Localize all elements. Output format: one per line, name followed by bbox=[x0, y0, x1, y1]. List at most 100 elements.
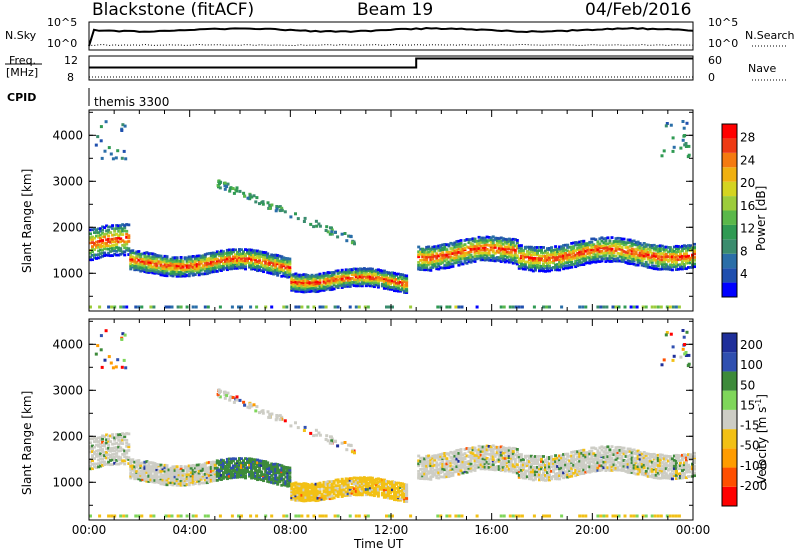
power-cell bbox=[296, 285, 300, 289]
velocity-cell bbox=[185, 470, 189, 474]
velocity-cell bbox=[586, 455, 590, 458]
power-cell bbox=[653, 305, 657, 309]
power-cell bbox=[429, 269, 433, 272]
power-cell bbox=[505, 259, 509, 263]
velocity-cell bbox=[123, 459, 127, 463]
velocity-cell bbox=[274, 467, 278, 471]
power-cell bbox=[644, 262, 648, 266]
power-cell bbox=[219, 269, 223, 272]
velocity-cell bbox=[439, 471, 443, 475]
velocity-cell bbox=[584, 466, 588, 469]
power-cell bbox=[300, 286, 304, 290]
velocity-cell bbox=[556, 461, 560, 465]
power-cell bbox=[296, 273, 300, 277]
power-cell bbox=[211, 260, 215, 263]
power-cell bbox=[252, 266, 256, 269]
velocity-cell bbox=[103, 460, 107, 464]
power-cell bbox=[91, 253, 94, 257]
velocity-cell bbox=[459, 454, 463, 457]
velocity-cell bbox=[513, 465, 517, 469]
power-cell bbox=[642, 252, 646, 255]
power-cell bbox=[680, 265, 684, 269]
power-cell bbox=[298, 288, 302, 292]
power-cell bbox=[103, 254, 107, 257]
velocity-cell bbox=[201, 473, 205, 477]
power-cell bbox=[387, 276, 390, 280]
power-cell bbox=[560, 255, 564, 258]
velocity-cell bbox=[298, 492, 302, 495]
power-cell bbox=[231, 260, 235, 264]
velocity-cell bbox=[366, 487, 370, 491]
power-cell bbox=[316, 284, 320, 287]
power-cell bbox=[529, 253, 533, 257]
velocity-cell bbox=[99, 445, 103, 449]
power-cell bbox=[113, 305, 117, 309]
power-cell bbox=[469, 255, 473, 259]
velocity-cell bbox=[546, 473, 549, 477]
velocity-cell bbox=[258, 464, 262, 467]
power-cell bbox=[435, 245, 439, 249]
power-cell bbox=[582, 259, 586, 263]
velocity-cell bbox=[290, 485, 294, 489]
velocity-cell bbox=[236, 459, 239, 463]
power-cell bbox=[507, 243, 511, 247]
velocity-cell bbox=[97, 465, 101, 469]
power-cell bbox=[151, 257, 155, 261]
power-cell bbox=[405, 277, 409, 280]
velocity-cell bbox=[538, 473, 541, 477]
velocity-cell bbox=[393, 488, 396, 492]
power-cell bbox=[568, 253, 572, 257]
velocity-cell bbox=[485, 462, 489, 466]
power-cell bbox=[654, 248, 658, 252]
power-cell bbox=[151, 252, 155, 256]
power-cell bbox=[376, 272, 380, 276]
velocity-cell bbox=[137, 463, 141, 467]
power-cell bbox=[529, 250, 533, 254]
power-cell bbox=[604, 246, 608, 250]
velocity-cell bbox=[546, 467, 549, 471]
velocity-cell bbox=[499, 463, 503, 467]
power-cell bbox=[378, 278, 382, 282]
power-cell bbox=[405, 289, 409, 293]
power-cell bbox=[191, 260, 195, 263]
power-cell bbox=[159, 267, 163, 270]
velocity-cell bbox=[574, 474, 578, 478]
power-cell bbox=[405, 278, 409, 282]
power-cell bbox=[89, 232, 92, 236]
velocity-cell bbox=[574, 471, 578, 474]
velocity-cell bbox=[217, 460, 221, 463]
power-cell bbox=[286, 257, 290, 260]
velocity-cell bbox=[356, 478, 360, 482]
velocity-cell bbox=[437, 463, 441, 467]
velocity-cell bbox=[125, 455, 129, 459]
power-cell bbox=[485, 251, 489, 255]
velocity-cell bbox=[109, 449, 113, 453]
velocity-cell bbox=[531, 467, 535, 471]
power-cell bbox=[115, 250, 119, 253]
power-cell bbox=[145, 270, 149, 274]
velocity-cell bbox=[219, 469, 223, 472]
power-cell bbox=[687, 266, 690, 269]
power-cell bbox=[346, 277, 350, 281]
power-cell bbox=[346, 270, 350, 274]
velocity-cell bbox=[391, 485, 394, 489]
power-cell bbox=[255, 196, 259, 200]
velocity-cell bbox=[115, 446, 119, 449]
velocity-cell bbox=[197, 482, 201, 486]
velocity-cell bbox=[197, 469, 201, 473]
power-cell bbox=[674, 268, 678, 271]
velocity-cell bbox=[443, 454, 447, 458]
power-cell bbox=[324, 272, 328, 275]
power-cell bbox=[356, 280, 360, 283]
power-cell bbox=[326, 277, 330, 281]
power-cell bbox=[326, 273, 330, 277]
velocity-cell bbox=[352, 480, 356, 483]
velocity-cell bbox=[125, 449, 129, 453]
velocity-cell bbox=[236, 472, 239, 476]
velocity-cell bbox=[254, 474, 258, 478]
power-cell bbox=[211, 262, 215, 266]
velocity-cell bbox=[380, 493, 384, 497]
velocity-cell bbox=[445, 464, 449, 467]
velocity-cell bbox=[213, 472, 217, 476]
velocity-cell bbox=[546, 471, 549, 474]
